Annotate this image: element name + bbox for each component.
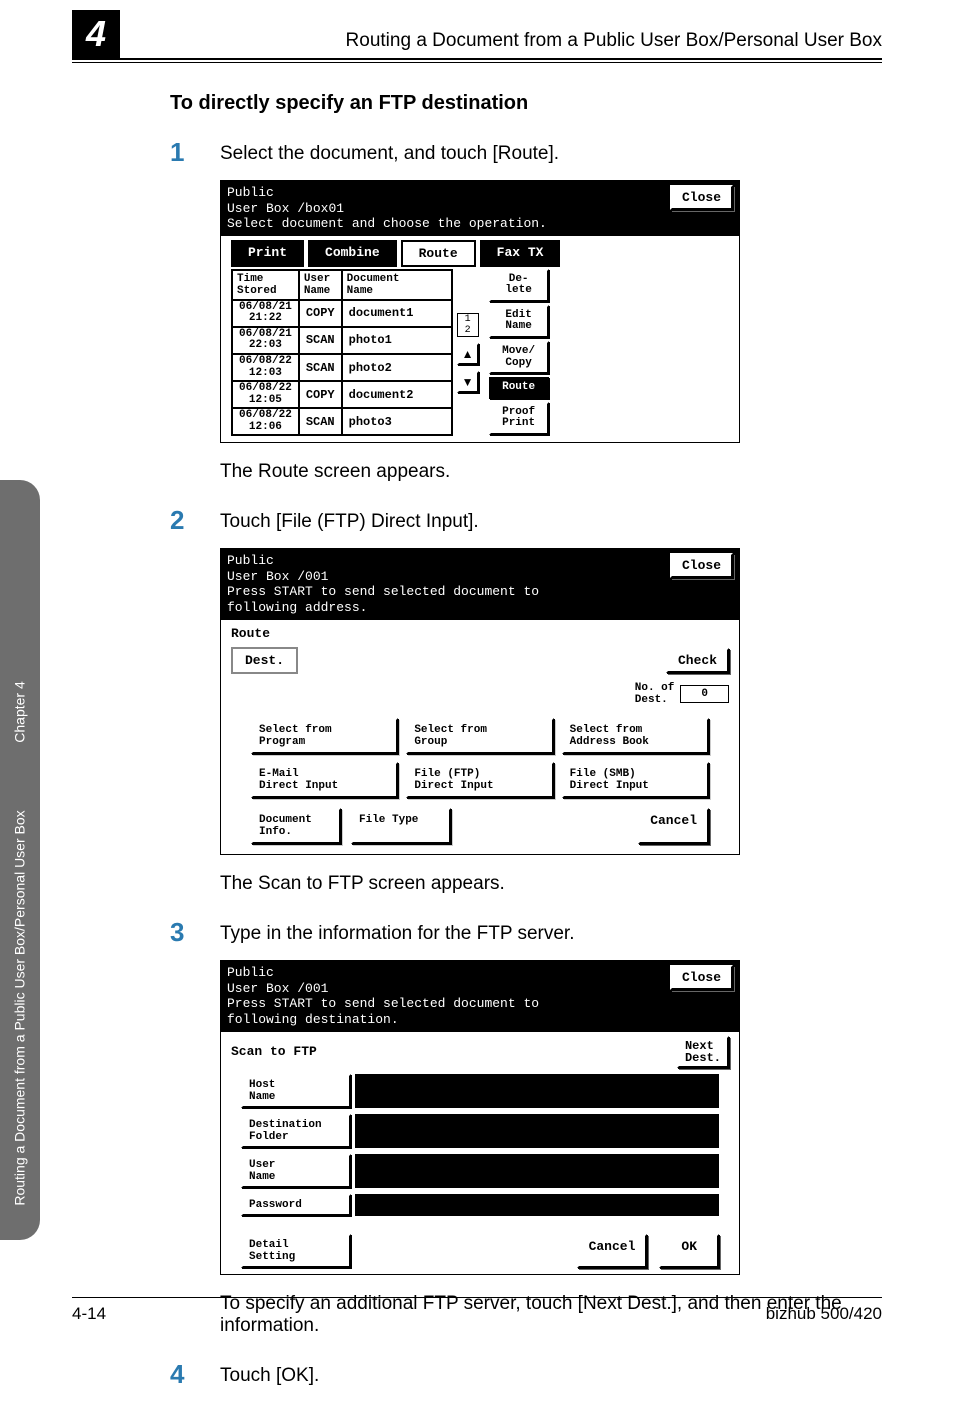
password-value — [355, 1194, 719, 1216]
box-path: /box01 — [297, 201, 344, 216]
header-rule-thin — [72, 62, 882, 63]
document-info-button[interactable]: Document Info. — [251, 808, 341, 844]
side-title: Routing a Document from a Public User Bo… — [12, 810, 28, 1205]
destination-folder-button[interactable]: Destination Folder — [241, 1114, 351, 1148]
table-row: 06/08/21 22:03SCANphoto1 — [232, 327, 452, 354]
chapter-number: 4 — [72, 10, 120, 58]
step-4-number: 4 — [170, 1359, 220, 1390]
step-2-text: Touch [File (FTP) Direct Input]. — [220, 505, 479, 536]
col-time[interactable]: Time Stored — [232, 270, 299, 300]
select-from-program-button[interactable]: Select from Program — [251, 718, 398, 754]
cancel-button[interactable]: Cancel — [638, 808, 709, 844]
destination-folder-value — [355, 1114, 719, 1148]
tab-fax[interactable]: Fax TX — [480, 240, 561, 267]
close-button[interactable]: Close — [670, 185, 733, 210]
table-row: 06/08/22 12:05COPYdocument2 — [232, 381, 452, 408]
after-step-2-text: The Scan to FTP screen appears. — [220, 873, 882, 895]
ok-button[interactable]: OK — [659, 1234, 719, 1268]
tab-print[interactable]: Print — [231, 240, 304, 267]
step-3-text: Type in the information for the FTP serv… — [220, 917, 574, 948]
select-from-address-book-button[interactable]: Select from Address Book — [562, 718, 709, 754]
table-row: 06/08/22 12:03SCANphoto2 — [232, 354, 452, 381]
step-2-number: 2 — [170, 505, 220, 536]
num-dest-label: No. of Dest. — [635, 682, 675, 706]
file-type-button[interactable]: File Type — [351, 808, 451, 844]
step-1-number: 1 — [170, 137, 220, 168]
move-copy-button[interactable]: Move/ Copy — [489, 341, 549, 374]
col-user: User Name — [299, 270, 342, 300]
document-table: Time Stored User Name Document Name 06/0… — [231, 269, 453, 436]
proof-print-button[interactable]: Proof Print — [489, 402, 549, 435]
user-name-button[interactable]: User Name — [241, 1154, 351, 1188]
host-name-value — [355, 1074, 719, 1108]
scroll-up-button[interactable]: ▲ — [457, 343, 479, 365]
side-chapter: Chapter 4 — [12, 681, 28, 742]
next-dest-button[interactable]: Next Dest. — [677, 1036, 729, 1068]
host-name-button[interactable]: Host Name — [241, 1074, 351, 1108]
after-step-1-text: The Route screen appears. — [220, 461, 882, 483]
dest-label: Dest. — [231, 647, 298, 674]
num-dest-value: 0 — [680, 685, 729, 703]
page-number: 4-14 — [72, 1304, 106, 1324]
select-from-group-button[interactable]: Select from Group — [406, 718, 553, 754]
col-doc: Document Name — [342, 270, 452, 300]
file-ftp-direct-input-button[interactable]: File (FTP) Direct Input — [406, 762, 553, 798]
screenshot-scan-to-ftp: Public User Box /001 Press START to send… — [220, 960, 740, 1275]
file-smb-direct-input-button[interactable]: File (SMB) Direct Input — [562, 762, 709, 798]
instruction-text: Select document and choose the operation… — [227, 216, 547, 231]
box-label: Public User Box — [227, 185, 289, 216]
box-label: Public User Box — [227, 553, 289, 584]
detail-setting-button[interactable]: Detail Setting — [241, 1234, 351, 1268]
header-title: Routing a Document from a Public User Bo… — [346, 30, 882, 52]
header-rule — [72, 58, 882, 60]
box-label: Public User Box — [227, 965, 289, 996]
product-name: bizhub 500/420 — [766, 1304, 882, 1324]
box-path: /001 — [297, 981, 328, 996]
delete-button[interactable]: De- lete — [489, 269, 549, 302]
step-4-text: Touch [OK]. — [220, 1359, 319, 1390]
step-3-number: 3 — [170, 917, 220, 948]
close-button[interactable]: Close — [670, 553, 733, 578]
tab-combine[interactable]: Combine — [308, 240, 397, 267]
table-row: 06/08/21 21:22COPYdocument1 — [232, 300, 452, 327]
screenshot-route: Public User Box /001 Press START to send… — [220, 548, 740, 855]
instruction-text: Press START to send selected document to… — [227, 584, 539, 615]
close-button[interactable]: Close — [670, 965, 733, 990]
email-direct-input-button[interactable]: E-Mail Direct Input — [251, 762, 398, 798]
box-path: /001 — [297, 569, 328, 584]
route-button[interactable]: Route — [489, 377, 549, 399]
scan-to-ftp-title: Scan to FTP — [231, 1044, 317, 1059]
screenshot-document-list: Public User Box /box01 Select document a… — [220, 180, 740, 443]
cancel-button[interactable]: Cancel — [577, 1234, 648, 1268]
edit-name-button[interactable]: Edit Name — [489, 305, 549, 338]
password-button[interactable]: Password — [241, 1194, 351, 1216]
instruction-text: Press START to send selected document to… — [227, 996, 539, 1027]
scroll-down-button[interactable]: ▼ — [457, 371, 479, 393]
side-tab: Chapter 4 Routing a Document from a Publ… — [0, 480, 40, 1240]
tab-route[interactable]: Route — [401, 240, 476, 267]
page-indicator: 12 — [457, 313, 479, 337]
user-name-value — [355, 1154, 719, 1188]
route-title: Route — [231, 626, 729, 641]
step-1-text: Select the document, and touch [Route]. — [220, 137, 559, 168]
section-heading: To directly specify an FTP destination — [170, 92, 882, 115]
check-button[interactable]: Check — [666, 648, 729, 673]
table-row: 06/08/22 12:06SCANphoto3 — [232, 408, 452, 435]
